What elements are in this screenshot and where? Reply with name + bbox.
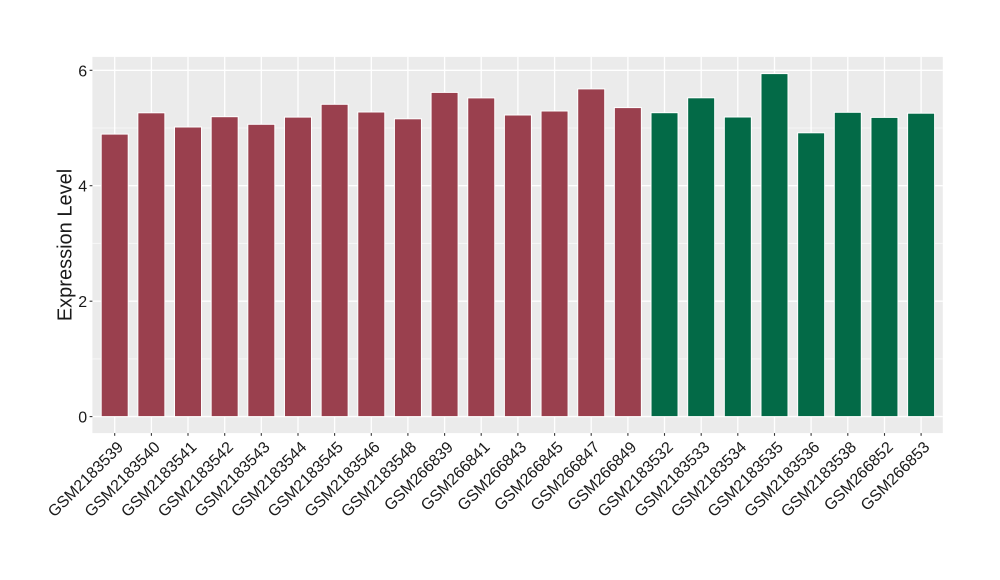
svg-text:Expression Level: Expression Level — [55, 169, 77, 321]
svg-text:6: 6 — [78, 63, 87, 80]
svg-text:2: 2 — [78, 294, 87, 311]
svg-text:4: 4 — [78, 179, 87, 196]
svg-text:0: 0 — [78, 410, 87, 427]
